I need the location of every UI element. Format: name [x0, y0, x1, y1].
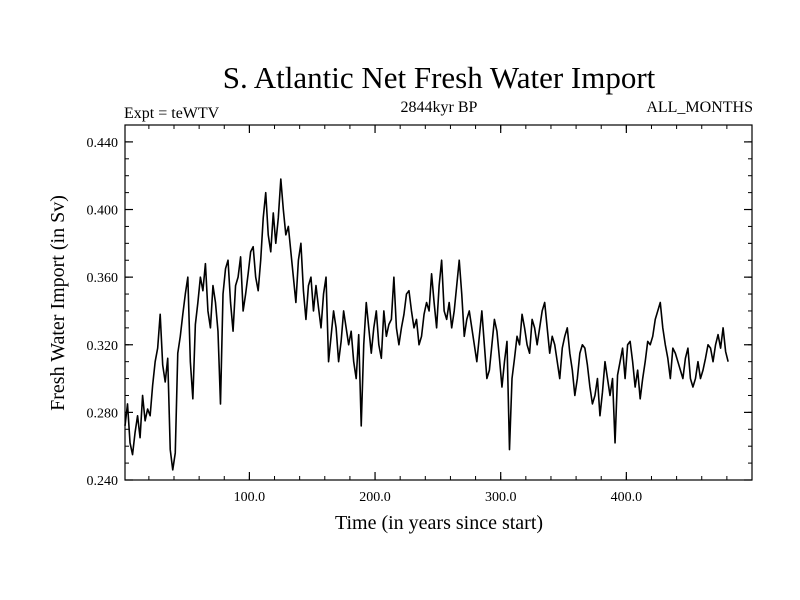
y-tick-label: 0.320: [87, 339, 119, 354]
subtitle-experiment: Expt = teWTV: [124, 105, 220, 122]
y-tick-label: 0.440: [87, 136, 119, 151]
x-tick-label: 300.0: [485, 490, 517, 505]
y-axis-label: Fresh Water Import (in Sv): [47, 195, 69, 411]
y-tick-label: 0.240: [87, 474, 119, 489]
x-axis: 100.0 200.0 300.0 400.0: [234, 125, 642, 505]
y-tick-label: 0.400: [87, 204, 119, 219]
subtitle-months: ALL_MONTHS: [646, 99, 753, 116]
x-tick-label: 400.0: [611, 490, 643, 505]
chart-title: S. Atlantic Net Fresh Water Import: [223, 60, 656, 95]
series-line-fresh-water-import: [124, 178, 729, 471]
y-axis: 0.240 0.280 0.320 0.360 0.400 0.440: [87, 136, 752, 489]
x-axis-label: Time (in years since start): [335, 512, 543, 534]
x-tick-label: 100.0: [234, 490, 266, 505]
x-tick-label: 200.0: [359, 490, 391, 505]
y-tick-label: 0.360: [87, 271, 119, 286]
subtitle-period: 2844kyr BP: [401, 99, 478, 116]
plot-frame: [124, 124, 753, 481]
y-tick-label: 0.280: [87, 406, 119, 421]
